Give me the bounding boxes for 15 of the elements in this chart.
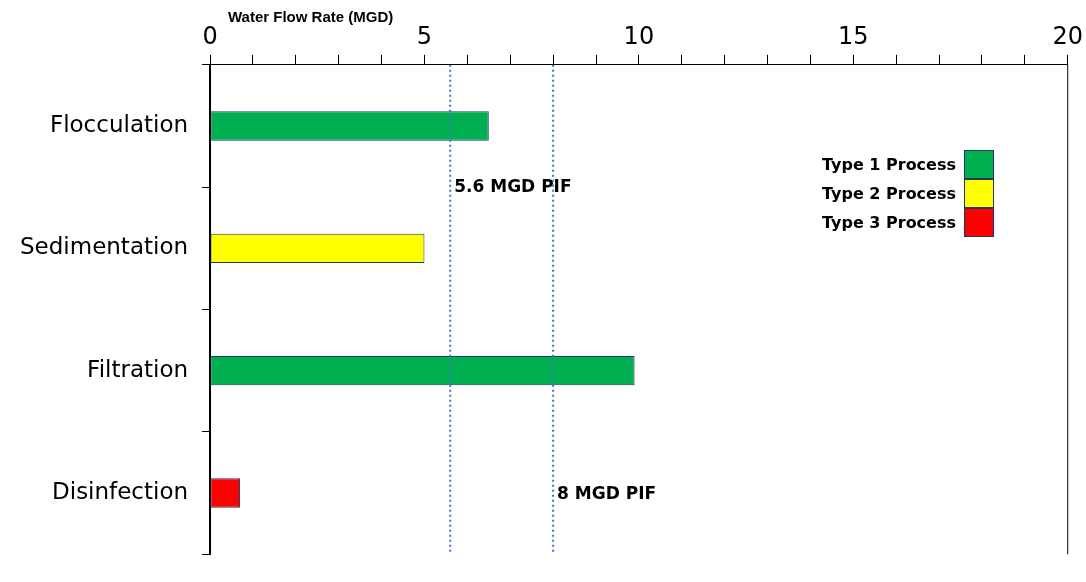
y-tick-label: Disinfection (52, 477, 189, 504)
y-tick-label: Sedimentation (19, 233, 189, 260)
x-tick-label: 5 (416, 21, 433, 50)
x-tick-label: 15 (838, 21, 869, 50)
ref-line-label: 8 MGD PIF (557, 482, 657, 503)
x-tick-label: 0 (202, 21, 218, 50)
ref-line-label: 5.6 MGD PIF (454, 175, 572, 196)
legend-label: Type 2 Process (821, 183, 957, 205)
legend-label: Type 1 Process (821, 154, 957, 176)
legend-label: Type 3 Process (821, 212, 957, 234)
x-tick-label: 10 (623, 21, 655, 50)
y-tick-label: Flocculation (49, 110, 189, 137)
x-tick-label: 20 (1052, 21, 1083, 50)
x-axis-title: Water Flow Rate (MGD) (228, 8, 394, 25)
y-tick-label: Filtration (87, 355, 189, 382)
